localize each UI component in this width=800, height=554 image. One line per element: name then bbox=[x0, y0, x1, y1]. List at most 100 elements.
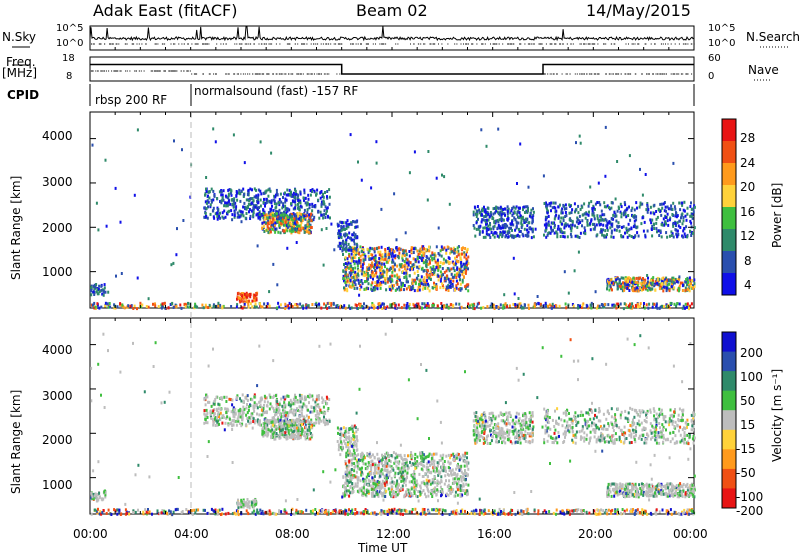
range-gate-cell bbox=[388, 285, 391, 289]
range-gate-cell bbox=[604, 125, 607, 129]
range-gate-cell bbox=[284, 216, 287, 220]
range-gate-cell bbox=[313, 406, 315, 410]
range-gate-cell bbox=[591, 209, 594, 213]
range-gate-cell bbox=[460, 262, 462, 266]
range-gate-cell bbox=[521, 232, 524, 236]
range-gate-cell bbox=[275, 210, 278, 213]
range-gate-cell bbox=[682, 219, 685, 223]
range-gate-cell bbox=[204, 396, 207, 400]
range-gate-cell bbox=[467, 492, 469, 496]
range-gate-cell bbox=[139, 301, 142, 305]
range-gate-cell bbox=[497, 305, 500, 309]
range-gate-cell bbox=[374, 256, 377, 260]
range-gate-cell bbox=[321, 195, 324, 198]
range-gate-cell bbox=[299, 223, 302, 227]
range-gate-cell bbox=[179, 303, 182, 307]
range-gate-cell bbox=[642, 285, 645, 289]
range-gate-cell bbox=[391, 270, 394, 274]
range-gate-cell bbox=[526, 224, 529, 228]
range-gate-cell bbox=[275, 202, 278, 206]
range-gate-cell bbox=[496, 206, 499, 210]
range-gate-cell bbox=[474, 234, 477, 238]
range-gate-cell bbox=[244, 216, 247, 220]
range-gate-cell bbox=[301, 427, 304, 431]
range-gate-cell bbox=[345, 248, 348, 251]
range-gate-cell bbox=[613, 210, 616, 214]
range-gate-cell bbox=[275, 394, 277, 398]
range-gate-cell bbox=[388, 268, 391, 272]
range-gate-cell bbox=[357, 466, 360, 470]
range-gate-cell bbox=[272, 217, 274, 221]
range-gate-cell bbox=[154, 302, 156, 306]
range-gate-cell bbox=[542, 174, 545, 178]
range-gate-cell bbox=[466, 283, 469, 287]
range-gate-cell bbox=[330, 303, 333, 307]
range-gate-cell bbox=[337, 224, 340, 228]
range-gate-cell bbox=[585, 212, 588, 216]
range-gate-cell bbox=[265, 430, 268, 434]
range-gate-cell bbox=[492, 217, 495, 221]
range-gate-cell bbox=[422, 283, 425, 287]
range-gate-cell bbox=[300, 226, 303, 230]
range-gate-cell bbox=[317, 420, 320, 424]
range-gate-cell bbox=[206, 216, 209, 220]
range-gate-cell bbox=[439, 279, 442, 283]
range-gate-cell bbox=[439, 485, 442, 489]
range-gate-cell bbox=[286, 422, 289, 426]
range-gate-cell bbox=[299, 190, 302, 194]
range-gate-cell bbox=[421, 287, 424, 291]
range-gate-cell bbox=[492, 227, 495, 231]
range-gate-cell bbox=[484, 220, 487, 224]
range-gate-cell bbox=[628, 227, 631, 231]
range-gate-cell bbox=[275, 408, 278, 412]
range-gate-cell bbox=[286, 229, 289, 233]
range-gate-cell bbox=[630, 305, 632, 309]
range-gate-cell bbox=[253, 401, 256, 405]
range-gate-cell bbox=[564, 203, 567, 207]
range-gate-cell bbox=[632, 236, 635, 239]
range-gate-cell bbox=[448, 257, 451, 261]
range-gate-cell bbox=[671, 213, 674, 216]
range-gate-cell bbox=[671, 276, 674, 280]
range-gate-cell bbox=[475, 212, 478, 216]
range-gate-cell bbox=[353, 278, 356, 282]
range-gate-cell bbox=[268, 215, 271, 219]
range-gate-cell bbox=[384, 265, 386, 269]
range-gate-cell bbox=[596, 217, 599, 220]
range-gate-cell bbox=[637, 305, 639, 309]
range-gate-cell bbox=[681, 281, 684, 285]
range-gate-cell bbox=[251, 305, 254, 309]
range-gate-cell bbox=[263, 411, 266, 415]
range-gate-cell bbox=[361, 248, 364, 252]
range-gate-cell bbox=[349, 267, 352, 271]
range-gate-cell bbox=[527, 206, 529, 210]
range-gate-cell bbox=[344, 462, 347, 466]
range-gate-cell bbox=[683, 200, 686, 204]
range-gate-cell bbox=[209, 212, 212, 216]
range-gate-cell bbox=[252, 404, 255, 408]
range-gate-cell bbox=[616, 160, 619, 163]
range-gate-cell bbox=[210, 417, 213, 420]
range-gate-cell bbox=[292, 191, 295, 195]
range-gate-cell bbox=[354, 270, 357, 274]
range-gate-cell bbox=[659, 305, 662, 309]
range-gate-cell bbox=[375, 161, 378, 165]
freq-trace bbox=[90, 63, 694, 75]
range-gate-cell bbox=[382, 258, 385, 262]
range-gate-cell bbox=[497, 127, 500, 131]
range-gate-cell bbox=[670, 302, 673, 305]
range-gate-cell bbox=[609, 284, 612, 288]
range-gate-cell bbox=[392, 260, 395, 264]
range-gate-cell bbox=[692, 231, 694, 235]
noise-tick-left: 10^5 bbox=[56, 23, 84, 34]
range-gate-cell bbox=[557, 214, 560, 218]
range-gate-cell bbox=[367, 277, 369, 281]
range-gate-cell bbox=[338, 229, 341, 233]
range-gate-cell bbox=[395, 246, 398, 249]
range-gate-cell bbox=[617, 283, 620, 286]
range-gate-cell bbox=[605, 224, 608, 228]
range-gate-cell bbox=[412, 251, 415, 254]
range-gate-cell bbox=[560, 229, 563, 233]
range-gate-cell bbox=[203, 397, 206, 401]
range-gate-cell bbox=[370, 257, 373, 261]
